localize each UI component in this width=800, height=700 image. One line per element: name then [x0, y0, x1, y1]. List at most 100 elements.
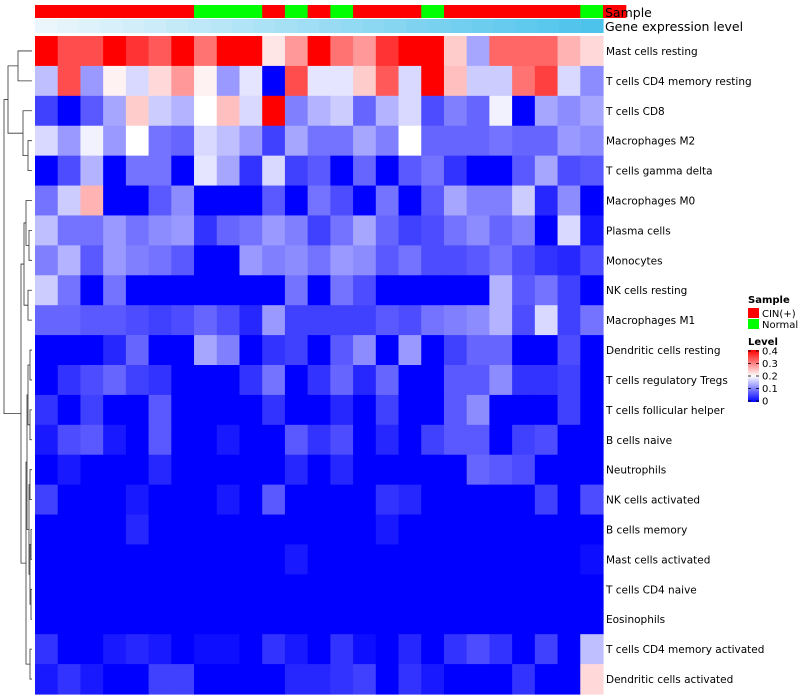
- sample-annotation-cell: [103, 5, 127, 18]
- heatmap-cell: [148, 155, 172, 187]
- heatmap-cell: [353, 544, 377, 575]
- heatmap-cell: [194, 664, 218, 695]
- heatmap-cell: [375, 365, 400, 396]
- heatmap-cell: [466, 305, 490, 336]
- heatmap-cell: [103, 65, 127, 97]
- heatmap-cell: [443, 484, 468, 516]
- heatmap-cell: [353, 185, 377, 217]
- heatmap-cell: [80, 574, 104, 605]
- row-label: NK cells resting: [606, 285, 687, 297]
- heatmap-cell: [398, 36, 422, 67]
- row-label: Macrophages M0: [606, 196, 695, 208]
- heatmap-cell: [194, 275, 218, 306]
- row-label: Plasma cells: [606, 225, 671, 237]
- heatmap-cell: [307, 604, 331, 635]
- heatmap-cell: [125, 634, 150, 665]
- heatmap-cell: [57, 215, 82, 246]
- gene-expression-annotation-cell: [406, 19, 429, 33]
- dendrogram-branch: [28, 230, 32, 261]
- heatmap-cell: [375, 514, 400, 546]
- heatmap-cell: [398, 544, 422, 575]
- heatmap-cell: [330, 65, 354, 97]
- dendrogram-branch: [29, 648, 32, 680]
- heatmap-cell: [35, 125, 59, 157]
- heatmap-cell: [80, 484, 104, 516]
- heatmap-cell: [398, 514, 422, 546]
- heatmap-cell: [353, 454, 377, 486]
- heatmap-cell: [330, 544, 354, 575]
- heatmap-cell: [80, 544, 104, 575]
- heatmap-cell: [171, 155, 195, 187]
- heatmap-cell: [489, 305, 513, 336]
- gene-expression-annotation-cell: [559, 19, 582, 33]
- heatmap-cell: [580, 155, 604, 187]
- gene-expression-annotation-cell: [35, 19, 58, 33]
- dendrogram-branch: [7, 65, 23, 134]
- heatmap-cell: [489, 275, 513, 306]
- heatmap-cell: [80, 185, 104, 217]
- heatmap-cell: [443, 245, 468, 276]
- heatmap-cell: [103, 544, 127, 575]
- heatmap-cell: [284, 454, 309, 486]
- heatmap-cell: [80, 275, 104, 306]
- sample-annotation-cell: [398, 5, 422, 18]
- heatmap-cell: [421, 125, 445, 157]
- heatmap-cell: [35, 36, 59, 67]
- sample-annotation-cell: [57, 5, 82, 18]
- heatmap-cell: [216, 275, 241, 306]
- heatmap-cell: [330, 574, 354, 605]
- sample-annotation-cell: [284, 5, 309, 18]
- heatmap-cell: [534, 185, 559, 217]
- heatmap-cell: [443, 215, 468, 246]
- heatmap-cell: [512, 36, 536, 67]
- heatmap-cell: [330, 125, 354, 157]
- gene-expression-annotation-cell: [493, 19, 517, 33]
- heatmap-cell: [398, 604, 422, 635]
- heatmap-cell: [353, 245, 377, 276]
- gene-expression-annotation-bar: [35, 19, 604, 33]
- heatmap-cell: [512, 185, 536, 217]
- heatmap-cell: [443, 335, 468, 366]
- heatmap-cell: [35, 65, 59, 97]
- heatmap-cell: [125, 215, 150, 246]
- sample-annotation-cell: [262, 5, 286, 18]
- heatmap-cell: [466, 155, 490, 187]
- heatmap-cell: [512, 514, 536, 546]
- gene-expression-annotation-cell: [319, 19, 342, 33]
- heatmap-cell: [534, 305, 559, 336]
- row-label: T cells follicular helper: [605, 405, 725, 417]
- heatmap-cell: [534, 574, 559, 605]
- heatmap-cell: [125, 155, 150, 187]
- heatmap-cell: [307, 65, 331, 97]
- heatmap-cell: [171, 604, 195, 635]
- heatmap-cell: [534, 664, 559, 695]
- gene-expression-annotation-cell: [340, 19, 364, 33]
- heatmap-cell: [216, 604, 241, 635]
- heatmap-cell: [421, 604, 445, 635]
- heatmap-cell: [307, 394, 331, 426]
- heatmap-cell: [421, 514, 445, 546]
- heatmap-cell: [330, 634, 354, 665]
- heatmap-cell: [353, 335, 377, 366]
- heatmap-cell: [330, 335, 354, 366]
- heatmap-cell: [171, 335, 195, 366]
- gene-expression-annotation-cell: [581, 19, 604, 33]
- heatmap-cell: [307, 125, 331, 157]
- heatmap-cell: [103, 215, 127, 246]
- heatmap-cell: [239, 365, 263, 396]
- heatmap-cell: [580, 125, 604, 157]
- heatmap-cell: [489, 454, 513, 486]
- heatmap-cell: [284, 574, 309, 605]
- heatmap-cell: [125, 484, 150, 516]
- heatmap-cell: [466, 484, 490, 516]
- heatmap-cell: [375, 36, 400, 67]
- heatmap-cell: [216, 634, 241, 665]
- heatmap-cell: [57, 36, 82, 67]
- heatmap-cell: [239, 634, 263, 665]
- heatmap-cell: [57, 634, 82, 665]
- heatmap-cell: [330, 155, 354, 187]
- row-label: Dendritic cells resting: [606, 345, 721, 357]
- heatmap-cell: [307, 275, 331, 306]
- heatmap-cell: [512, 365, 536, 396]
- heatmap-cell: [307, 454, 331, 486]
